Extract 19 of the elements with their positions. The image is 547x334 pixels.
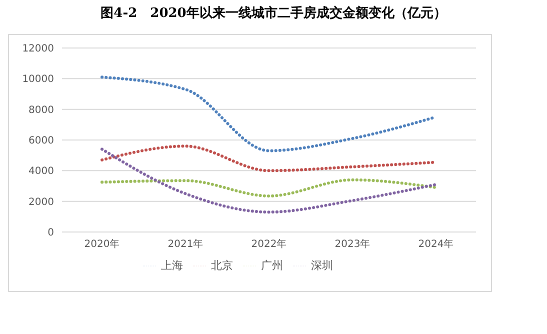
legend-label: 北京 (211, 259, 233, 272)
x-tick-label: 2022年 (251, 238, 287, 250)
y-tick-label: 2000 (28, 196, 54, 208)
y-tick-label: 6000 (28, 136, 54, 147)
x-tick-label: 2021年 (168, 238, 204, 250)
legend-label: 上海 (161, 259, 183, 272)
line-series (100, 178, 438, 198)
y-tick-label: 12000 (22, 44, 54, 55)
x-tick-label: 2023年 (334, 238, 370, 250)
y-tick-label: 4000 (28, 166, 54, 178)
chart-title: 图4-2 2020年以来一线城市二手房成交金额变化（亿元） (100, 4, 448, 22)
y-tick-label: 8000 (28, 104, 54, 116)
legend-label: 广州 (261, 259, 283, 272)
y-tick-label: 0 (48, 228, 54, 239)
line-series (100, 148, 438, 214)
y-tick-label: 10000 (22, 74, 54, 86)
legend-label: 深圳 (311, 259, 333, 272)
x-tick-label: 2020年 (84, 238, 120, 250)
x-tick-label: 2024年 (418, 238, 454, 250)
